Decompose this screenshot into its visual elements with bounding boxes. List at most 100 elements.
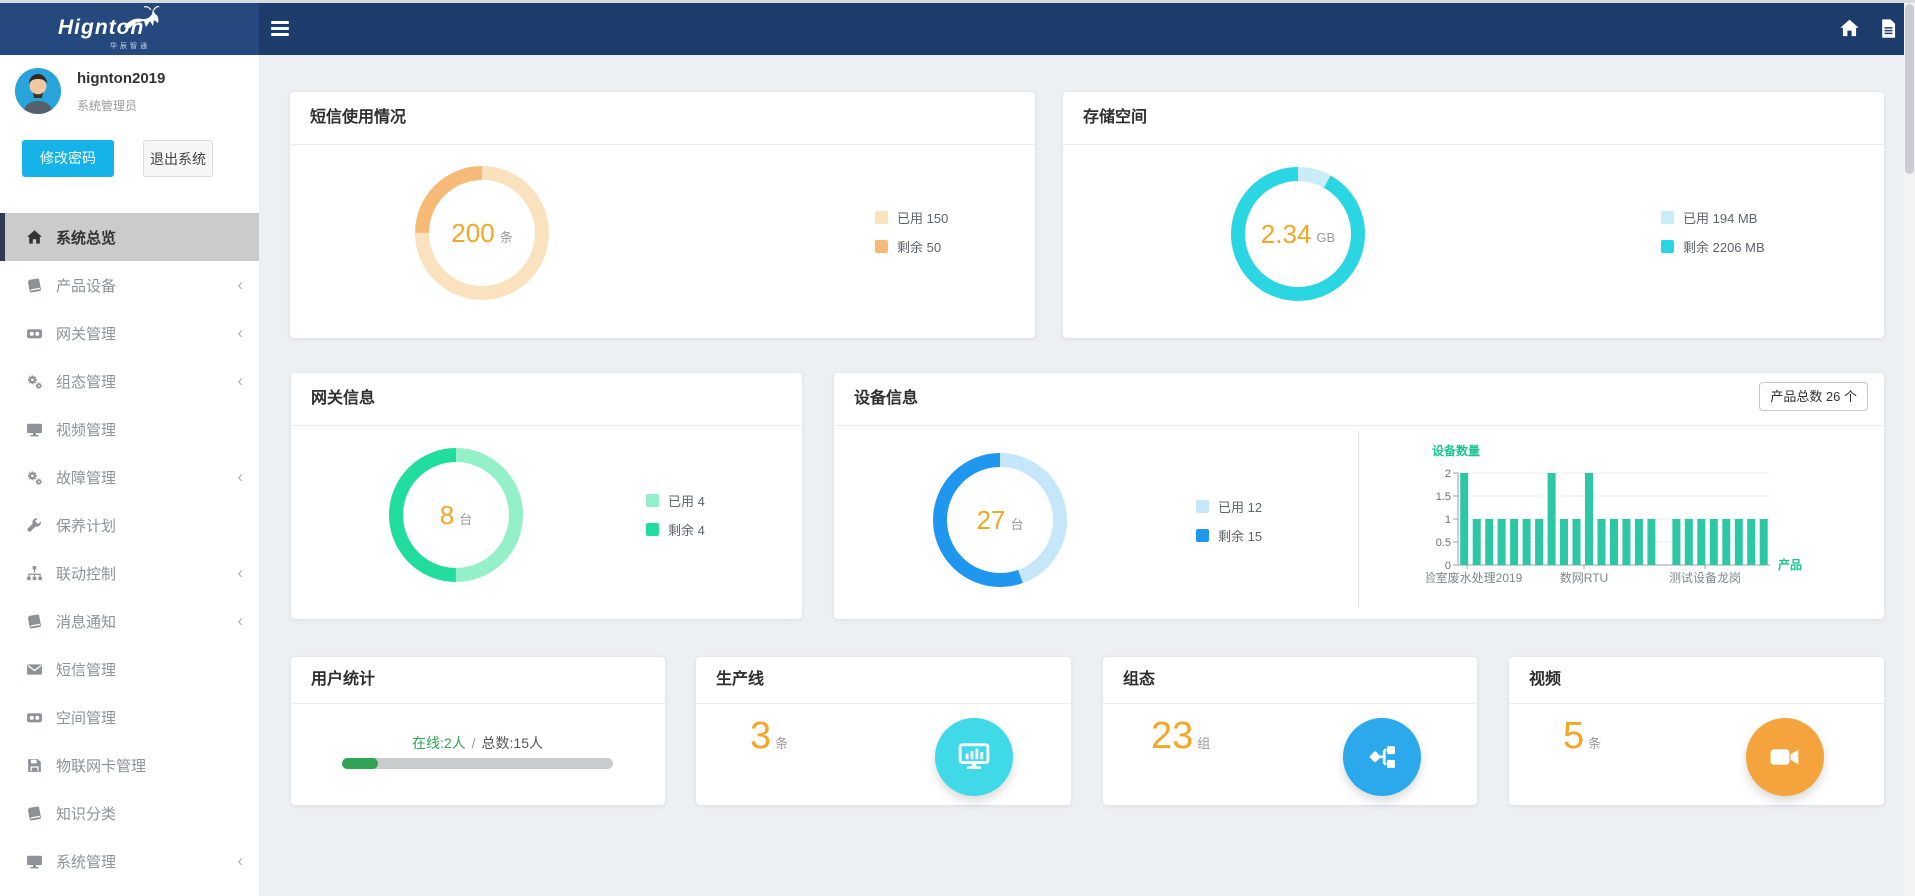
sidebar-item-物联网卡管理[interactable]: 物联网卡管理 [0,741,259,789]
device-count-bar-chart: 设备数量 0 0.5 1 1.5 2 验室废水处理2019 数网RTU 测试设备龙岗 产品 [1424,439,1826,591]
svg-text:验室废水处理2019: 验室废水处理2019 [1426,570,1523,585]
card-title: 存储空间 [1063,92,1884,145]
scrollbar[interactable] [1904,0,1915,896]
sidebar-item-视频管理[interactable]: 视频管理 [0,405,259,453]
antelope-logo-icon [124,6,160,28]
sidebar-item-组态管理[interactable]: 组态管理 ‹ [0,357,259,405]
legend-swatch [646,523,659,536]
production-line-icon[interactable] [935,718,1013,796]
sidebar-item-联动控制[interactable]: 联动控制 ‹ [0,549,259,597]
legend-item: 剩余 4 [646,520,705,539]
sms-unit: 条 [499,229,513,245]
brand-logo: Hignton 华辰智通 [0,3,259,55]
change-password-button[interactable]: 修改密码 [22,140,114,177]
svg-text:1.5: 1.5 [1436,491,1451,503]
book-icon [26,277,43,294]
sidebar-item-label: 故障管理 [56,469,117,487]
card-scada: 组态 23 组 [1103,657,1477,805]
legend-item: 已用 194 MB [1661,208,1765,227]
sidebar-item-故障管理[interactable]: 故障管理 ‹ [0,453,259,501]
legend-swatch [1661,240,1674,253]
product-count-badge: 产品总数 26 个 [1759,382,1868,411]
storage-total: 2.34 [1260,218,1312,249]
sidebar-item-网关管理[interactable]: 网关管理 ‹ [0,309,259,357]
card-title: 生产线 [696,657,1071,704]
chevron-left-icon: ‹ [237,371,243,390]
legend-label: 已用 4 [668,494,705,509]
home-icon [26,229,43,246]
svg-text:0: 0 [1445,560,1451,572]
divider [1358,431,1359,607]
gears-icon [26,373,43,390]
sidebar-item-label: 消息通知 [56,613,117,631]
sidebar-item-label: 保养计划 [56,517,117,535]
sidebar: hignton2019 系统管理员 修改密码 退出系统 系统总览 产品设备 ‹ 网关管… [0,55,259,896]
svg-text:设备数量: 设备数量 [1432,443,1480,458]
card-title: 短信使用情况 [290,92,1035,145]
svg-text:测试设备龙岗: 测试设备龙岗 [1669,570,1741,585]
cam-icon [26,325,43,342]
card-storage: 存储空间 2.34 GB 已用 194 MB 剩余 2206 MB [1063,92,1884,338]
device-total: 27 [976,504,1006,535]
card-title: 网关信息 [291,373,802,426]
sms-donut-chart: 200 条 [412,163,552,303]
avatar[interactable] [15,68,61,114]
sidebar-item-系统总览[interactable]: 系统总览 [0,213,259,261]
legend-label: 剩余 2206 MB [1683,240,1765,255]
device-legend: 已用 12 剩余 15 [1196,497,1262,555]
legend-swatch [1661,211,1674,224]
card-device-info: 设备信息 产品总数 26 个 27 台 已用 12 剩余 15 设备数量 0 0.5 1… [834,373,1884,619]
sidebar-item-系统管理[interactable]: 系统管理 ‹ [0,837,259,885]
sidebar-item-保养计划[interactable]: 保养计划 [0,501,259,549]
card-title: 用户统计 [291,657,665,704]
gateway-donut-chart: 8 台 [386,445,526,585]
video-camera-icon [1770,749,1799,765]
document-icon[interactable] [1878,18,1899,39]
gateway-total: 8 [439,499,455,530]
legend-swatch [1196,500,1209,513]
topbar: Hignton 华辰智通 [0,3,1915,55]
home-icon[interactable] [1839,18,1860,39]
legend-label: 已用 12 [1218,500,1263,515]
card-title: 视频 [1509,657,1884,704]
device-unit: 台 [1010,516,1024,532]
legend-swatch [875,240,888,253]
separator: / [471,735,476,751]
wrench-icon [26,517,43,534]
user-role: 系统管理员 [77,99,138,113]
sidebar-menu: 系统总览 产品设备 ‹ 网关管理 ‹ 组态管理 ‹ 视频管理 故障管理 ‹ 保养计划 联动控制 ‹ 消息通… [0,213,259,885]
sidebar-item-label: 空间管理 [56,709,117,727]
video-count: 5 条 [1563,715,1602,757]
sidebar-item-消息通知[interactable]: 消息通知 ‹ [0,597,259,645]
video-icon-button[interactable] [1746,718,1824,796]
scada-count: 23 组 [1151,715,1211,757]
legend-item: 剩余 2206 MB [1661,237,1765,256]
legend-item: 剩余 50 [875,237,948,256]
scada-icon[interactable] [1343,718,1421,796]
hamburger-menu-icon[interactable] [271,21,291,37]
legend-label: 剩余 50 [897,240,942,255]
brand-subtitle: 华辰智通 [110,43,150,50]
sidebar-item-短信管理[interactable]: 短信管理 [0,645,259,693]
legend-swatch [646,494,659,507]
legend-item: 已用 150 [875,208,948,227]
storage-donut-chart: 2.34 GB [1228,164,1368,304]
logout-button[interactable]: 退出系统 [143,140,213,177]
sidebar-item-产品设备[interactable]: 产品设备 ‹ [0,261,259,309]
chevron-left-icon: ‹ [237,851,243,870]
sidebar-item-知识分类[interactable]: 知识分类 [0,789,259,837]
device-donut-chart: 27 台 [930,450,1070,590]
svg-text:数网RTU: 数网RTU [1560,570,1608,585]
book-icon [26,613,43,630]
card-sms-usage: 短信使用情况 200 条 已用 150 剩余 50 [290,92,1035,338]
chevron-left-icon: ‹ [237,563,243,582]
brand-name: Hignton [58,16,145,39]
floppy-icon [26,757,43,774]
online-count: 在线:2人 [411,735,466,751]
sidebar-item-label: 知识分类 [56,805,117,823]
scrollbar-thumb[interactable] [1905,4,1914,174]
card-production-lines: 生产线 3 条 [696,657,1071,805]
user-stats-line: 在线:2人 / 总数:15人 [342,733,613,753]
sidebar-item-空间管理[interactable]: 空间管理 [0,693,259,741]
